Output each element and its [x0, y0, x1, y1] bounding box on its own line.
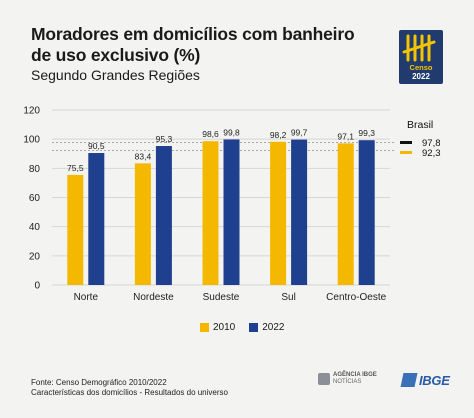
chart-title: Moradores em domicílios com banheiro de …	[31, 24, 355, 65]
x-tick-label: Centro-Oeste	[326, 292, 386, 303]
reference-value-label: 92,3	[422, 148, 441, 159]
logo-word: Censo	[409, 63, 433, 72]
chart-legend: 2010 2022	[200, 322, 299, 333]
reference-swatch	[400, 151, 412, 154]
bar-2010	[202, 141, 219, 285]
x-tick-label: Sul	[281, 292, 295, 303]
ibge-logo-text: IBGE	[419, 372, 450, 388]
agencia-top-text: AGÊNCIA IBGE	[333, 372, 377, 378]
bar-2022	[155, 146, 172, 285]
legend-item-2010: 2010	[200, 322, 235, 333]
data-label: 75,5	[67, 163, 84, 173]
bar-2010	[134, 163, 151, 285]
data-label: 99,7	[291, 128, 308, 138]
y-tick-label: 80	[29, 164, 41, 175]
y-tick-label: 20	[29, 251, 41, 262]
bar-chart: 0 20 40 60 80 100 120 Brasil 97,892,3 75,5 90,5 Nor…	[23, 106, 441, 304]
x-tick-label: Sudeste	[203, 292, 240, 303]
y-tick-label: 40	[29, 222, 41, 233]
legend-swatch	[200, 323, 209, 332]
data-label: 83,4	[135, 151, 152, 161]
x-tick-label: Nordeste	[133, 292, 174, 303]
y-tick-label: 120	[23, 106, 40, 117]
data-label: 98,2	[270, 130, 287, 140]
data-label: 95,3	[156, 134, 173, 144]
bar-2022	[358, 140, 375, 285]
logo-year: 2022	[412, 72, 430, 81]
y-tick-label: 0	[34, 281, 40, 292]
data-label: 97,1	[337, 131, 354, 141]
bar-2022	[88, 153, 105, 285]
legend-swatch	[249, 323, 259, 332]
reference-swatch	[400, 141, 412, 144]
bar-2010	[67, 174, 84, 285]
bar-2010	[270, 141, 287, 285]
legend-item-2022: 2022	[249, 322, 285, 333]
reference-value-label: 97,8	[422, 138, 441, 149]
agencia-mark-icon	[318, 373, 330, 385]
legend-label: 2022	[262, 322, 285, 333]
bar-2010	[337, 143, 354, 285]
ibge-logo: IBGE	[400, 372, 454, 388]
universe-note: Características dos domicílios - Resulta…	[31, 388, 228, 397]
data-label: 98,6	[202, 129, 219, 139]
footer: Fonte: Censo Demográfico 2010/2022 Carac…	[31, 378, 228, 398]
x-tick-label: Norte	[74, 292, 99, 303]
bar-2022	[223, 139, 240, 285]
data-label: 99,3	[358, 128, 375, 138]
censo-2022-logo: Censo 2022	[399, 30, 443, 84]
agencia-ibge-logo: AGÊNCIA IBGE NOTÍCIAS	[318, 372, 398, 390]
y-tick-label: 60	[29, 193, 41, 204]
bar-2022	[291, 139, 308, 285]
reference-title: Brasil	[407, 119, 433, 131]
data-label: 99,8	[223, 127, 240, 137]
data-label: 90,5	[88, 141, 105, 151]
chart-subtitle: Segundo Grandes Regiões	[31, 67, 200, 83]
source-note: Fonte: Censo Demográfico 2010/2022	[31, 378, 167, 387]
tally-marks-icon	[402, 34, 436, 62]
ibge-mark-icon	[400, 373, 418, 387]
agencia-bottom-text: NOTÍCIAS	[333, 379, 362, 385]
legend-label: 2010	[213, 322, 236, 333]
y-tick-label: 100	[23, 135, 40, 146]
